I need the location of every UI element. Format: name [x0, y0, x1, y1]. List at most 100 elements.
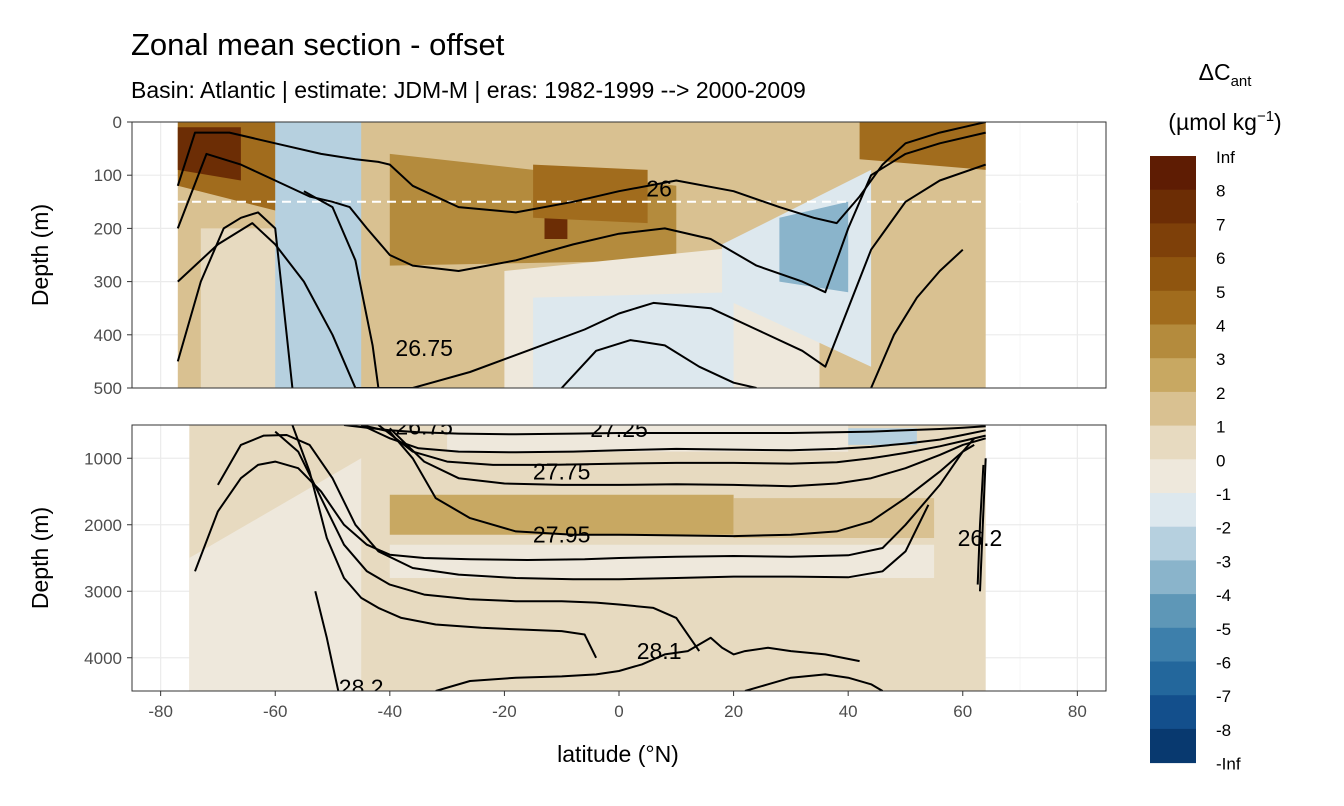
level-region: [389, 494, 734, 535]
y-tick-label: 200: [94, 219, 122, 238]
legend-key: [1150, 189, 1196, 224]
legend-label: -1: [1216, 485, 1231, 504]
y-tick-label: 500: [94, 379, 122, 398]
x-tick-label: -40: [378, 702, 403, 721]
legend-key: [1150, 594, 1196, 629]
lower-panel-contour-labels: 27.25 27.75 27.95 28.1 28.2 26.75 26.2: [339, 413, 1003, 701]
legend-key: [1150, 391, 1196, 427]
lower-panel: 27.25 27.75 27.95 28.1 28.2 26.75 26.2 1000 200…: [27, 413, 1107, 701]
x-tick-label: -20: [492, 702, 517, 721]
legend-key: [1150, 560, 1196, 595]
isopycnal-contour: [976, 464, 985, 585]
y-tick-label: 0: [113, 113, 122, 132]
legend-label: 4: [1216, 317, 1225, 336]
level-region: [779, 201, 849, 293]
contour-label: 26: [646, 176, 672, 202]
legend-key: [1150, 324, 1196, 359]
isopycnal-contour: [303, 190, 380, 388]
legend-label: -5: [1216, 620, 1231, 639]
y-tick-label: 400: [94, 326, 122, 345]
isopycnal-contour: [314, 591, 340, 691]
isopycnal-contour: [560, 339, 757, 388]
legend-label: -8: [1216, 721, 1231, 740]
level-region: [389, 544, 935, 578]
x-tick-label: 40: [839, 702, 858, 721]
contour-label: 28.1: [637, 638, 682, 664]
legend-label: 8: [1216, 182, 1225, 201]
isopycnal-contour: [217, 434, 930, 581]
level-region: [189, 458, 362, 691]
lower-panel-contours: [194, 425, 987, 691]
chart-title: Zonal mean section - offset: [131, 27, 505, 62]
x-axis-ticks: -80 -60 -40 -20 0 20 40 60 80: [148, 691, 1087, 721]
level-region: [533, 164, 648, 224]
upper-panel-y-ticks: 0 100 200 300 400 500: [94, 113, 132, 398]
legend-label: -4: [1216, 586, 1231, 605]
legend-key: [1150, 156, 1196, 191]
legend-label: -6: [1216, 654, 1231, 673]
y-tick-label: 2000: [84, 516, 122, 535]
legend-label: 5: [1216, 283, 1225, 302]
isopycnal-contour: [360, 425, 986, 454]
contour-label: 26.2: [958, 525, 1003, 551]
isopycnal-contour: [435, 636, 860, 691]
legend-title: ΔCant: [1199, 59, 1253, 90]
legend-label: -Inf: [1216, 755, 1241, 774]
x-tick-label: 80: [1068, 702, 1087, 721]
x-tick-label: 0: [614, 702, 623, 721]
upper-panel-y-label: Depth (m): [27, 204, 53, 306]
isopycnal-contour: [744, 673, 884, 691]
y-tick-label: 4000: [84, 649, 122, 668]
legend-key: [1150, 290, 1196, 325]
lower-panel-fill: [189, 425, 986, 691]
isopycnal-contour: [360, 425, 975, 538]
chart-subtitle: Basin: Atlantic | estimate: JDM-M | eras…: [131, 77, 806, 103]
legend-key: [1150, 728, 1196, 764]
legend-label: -3: [1216, 552, 1231, 571]
isopycnal-contour: [176, 211, 294, 388]
y-tick-label: 3000: [84, 582, 122, 601]
x-tick-label: -80: [148, 702, 173, 721]
legend-label: -2: [1216, 519, 1231, 538]
lower-panel-y-label: Depth (m): [27, 507, 53, 609]
isopycnal-contour: [194, 437, 975, 572]
isopycnal-contour: [177, 163, 987, 388]
legend-key: [1150, 459, 1196, 494]
upper-panel: 26 26.75 0 100 200 300 400 500 Depth (m): [27, 113, 1107, 398]
isopycnal-contour: [274, 430, 701, 652]
isopycnal-contour: [343, 425, 986, 436]
legend-label: 2: [1216, 384, 1225, 403]
level-region: [447, 425, 849, 452]
legend-label: 1: [1216, 418, 1225, 437]
legend-keys: [1150, 156, 1196, 764]
upper-panel-border: [131, 121, 1107, 389]
x-tick-label: -60: [263, 702, 288, 721]
legend: ΔCant (µmol kg−1) Inf 8 7 6 5 4 3 2 1 0 -1 -2 -3 -4 -5…: [1150, 59, 1282, 774]
legend-key: [1150, 223, 1196, 258]
contour-label: 27.95: [533, 522, 591, 548]
contour-label: 26.75: [395, 413, 453, 439]
isopycnal-contour: [176, 131, 986, 294]
isopycnal-contour: [377, 425, 986, 466]
legend-label: Inf: [1216, 148, 1235, 167]
x-axis-label: latitude (°N): [557, 741, 679, 767]
isopycnal-contour: [870, 248, 964, 388]
legend-key: [1150, 661, 1196, 696]
legend-key: [1150, 257, 1196, 292]
contour-label: 28.2: [339, 675, 384, 701]
legend-key: [1150, 627, 1196, 662]
upper-panel-contours: [176, 122, 987, 388]
legend-label: 0: [1216, 451, 1225, 470]
legend-label: 6: [1216, 249, 1225, 268]
contour-label: 27.25: [590, 416, 648, 442]
x-tick-label: 60: [953, 702, 972, 721]
legend-key: [1150, 493, 1196, 528]
isopycnal-contour: [291, 425, 597, 659]
contour-label: 26.75: [395, 335, 453, 361]
legend-key: [1150, 358, 1196, 393]
upper-panel-fill: [177, 122, 986, 388]
isopycnal-contour: [979, 458, 987, 592]
y-tick-label: 1000: [84, 449, 122, 468]
level-region: [733, 498, 935, 538]
